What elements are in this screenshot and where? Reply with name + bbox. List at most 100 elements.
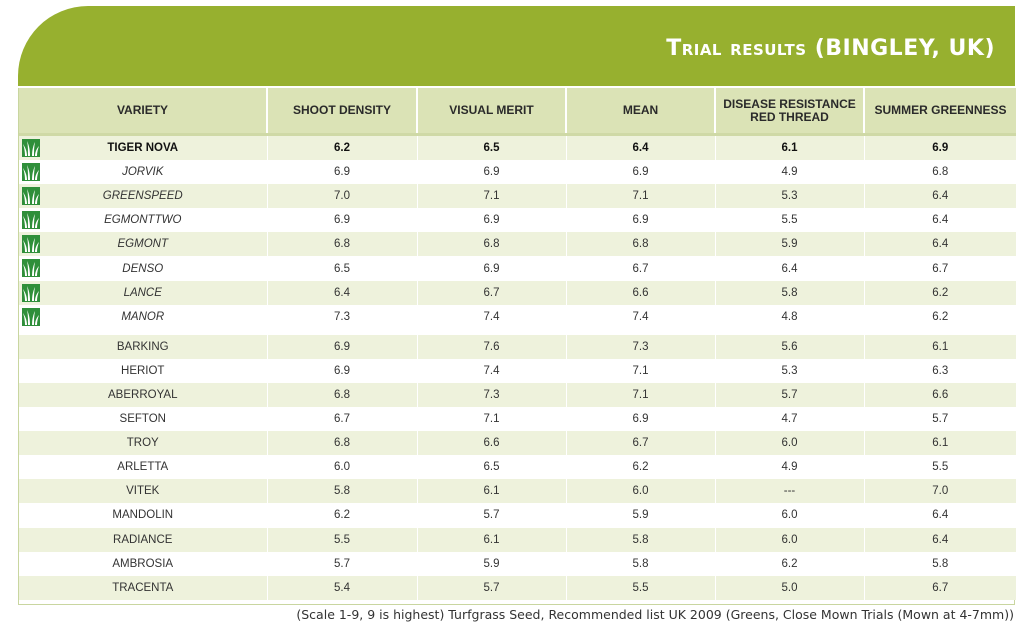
- visual-merit-cell: 6.9: [416, 160, 566, 185]
- table-row: MANDOLIN 6.2 5.7 5.9 6.0 6.4: [19, 503, 1016, 528]
- results-table-container: VARIETY SHOOT DENSITY VISUAL MERIT MEAN …: [18, 88, 1016, 605]
- cell-value: 6.4: [932, 214, 949, 227]
- summer-greenness-cell: 6.7: [863, 256, 1016, 281]
- table-row: TROY 6.8 6.6 6.7 6.0 6.1: [19, 431, 1016, 456]
- cell-value: 6.6: [932, 388, 949, 401]
- table-row: MANOR 7.3 7.4 7.4 4.8 6.2: [19, 304, 1016, 329]
- visual-merit-cell: 5.9: [416, 551, 566, 576]
- cell-value: 6.5: [483, 461, 500, 474]
- cell-value: 6.8: [932, 166, 949, 179]
- cell-value: 6.4: [334, 286, 350, 299]
- table-row: ARLETTA 6.0 6.5 6.2 4.9 5.5: [19, 455, 1016, 480]
- table-row: VITEK 5.8 6.1 6.0 --- 7.0: [19, 479, 1016, 504]
- cell-value: 6.7: [632, 262, 649, 275]
- disease-resistance-cell: 5.0: [714, 575, 864, 600]
- variety-name: SEFTON: [119, 413, 166, 426]
- visual-merit-cell: 7.1: [416, 407, 566, 432]
- disease-resistance-cell: 5.5: [714, 208, 864, 233]
- variety-cell: AMBROSIA: [19, 551, 267, 576]
- cell-value: 6.2: [932, 286, 949, 299]
- mean-cell: 6.9: [565, 160, 715, 185]
- disease-resistance-cell: 6.0: [714, 503, 864, 528]
- mean-cell: 6.7: [565, 431, 715, 456]
- disease-resistance-cell: 4.7: [714, 407, 864, 432]
- table-row: JORVIK 6.9 6.9 6.9 4.9 6.8: [19, 160, 1016, 185]
- cell-value: 5.7: [483, 509, 500, 522]
- visual-merit-cell: 6.6: [416, 431, 566, 456]
- cell-value: 6.8: [632, 238, 649, 251]
- visual-merit-cell: 6.9: [416, 208, 566, 233]
- cell-value: 5.9: [781, 238, 798, 251]
- variety-cell: DENSO: [19, 256, 267, 281]
- summer-greenness-cell: 6.4: [863, 232, 1016, 257]
- cell-value: 7.1: [483, 413, 500, 426]
- cell-value: 6.1: [483, 485, 500, 498]
- cell-value: 7.6: [483, 340, 500, 353]
- cell-value: 6.2: [334, 509, 350, 522]
- cell-value: 6.1: [932, 437, 949, 450]
- shoot-density-cell: 5.8: [266, 479, 417, 504]
- cell-value: 6.4: [932, 238, 949, 251]
- grass-icon: [22, 259, 40, 278]
- visual-merit-cell: 5.7: [416, 503, 566, 528]
- cell-value: 6.0: [781, 533, 798, 546]
- disease-resistance-cell: 5.6: [714, 334, 864, 359]
- cell-value: 6.0: [334, 461, 350, 474]
- visual-merit-cell: 7.1: [416, 184, 566, 209]
- visual-merit-cell: 7.4: [416, 304, 566, 329]
- mean-cell: 6.9: [565, 208, 715, 233]
- visual-merit-cell: 6.5: [416, 455, 566, 480]
- table-row: RADIANCE 5.5 6.1 5.8 6.0 6.4: [19, 527, 1016, 552]
- disease-resistance-cell: ---: [714, 479, 864, 504]
- cell-value: 6.7: [932, 581, 949, 594]
- table-row: BARKING 6.9 7.6 7.3 5.6 6.1: [19, 334, 1016, 359]
- table-header-row: VARIETY SHOOT DENSITY VISUAL MERIT MEAN …: [19, 88, 1016, 133]
- variety-name: BARKING: [116, 340, 169, 353]
- shoot-density-cell: 6.9: [266, 160, 417, 185]
- variety-name: LANCE: [123, 286, 162, 299]
- disease-resistance-cell: 6.4: [714, 256, 864, 281]
- column-header-disease-resistance: DISEASE RESISTANCE RED THREAD: [714, 88, 864, 133]
- cell-value: 6.9: [334, 364, 350, 377]
- cell-value: 5.8: [781, 286, 798, 299]
- variety-name: AMBROSIA: [112, 557, 174, 570]
- cell-value: 6.9: [632, 166, 649, 179]
- cell-value: 6.3: [932, 364, 949, 377]
- disease-resistance-cell: 6.0: [714, 431, 864, 456]
- cell-value: 6.8: [334, 437, 350, 450]
- mean-cell: 5.5: [565, 575, 715, 600]
- cell-value: 5.5: [334, 533, 350, 546]
- mean-cell: 7.1: [565, 184, 715, 209]
- cell-value: 6.9: [932, 142, 949, 155]
- summer-greenness-cell: 6.9: [863, 136, 1016, 161]
- column-header-visual-merit: VISUAL MERIT: [416, 88, 566, 133]
- cell-value: 6.0: [781, 509, 798, 522]
- shoot-density-cell: 6.2: [266, 503, 417, 528]
- variety-cell: HERIOT: [19, 358, 267, 383]
- summer-greenness-cell: 6.3: [863, 358, 1016, 383]
- cell-value: 7.3: [334, 310, 350, 323]
- summer-greenness-cell: 5.7: [863, 407, 1016, 432]
- cell-value: 5.9: [483, 557, 500, 570]
- shoot-density-cell: 5.5: [266, 527, 417, 552]
- grass-icon: [22, 307, 40, 326]
- variety-cell: EGMONT: [19, 232, 267, 257]
- column-header-disease-line2: RED THREAD: [750, 109, 829, 124]
- header-separator: [19, 133, 1016, 136]
- shoot-density-cell: 6.8: [266, 232, 417, 257]
- cell-value: 5.5: [781, 214, 798, 227]
- shoot-density-cell: 6.2: [266, 136, 417, 161]
- cell-value: 7.4: [632, 310, 649, 323]
- cell-value: 5.0: [781, 581, 798, 594]
- cell-value: 6.9: [483, 214, 500, 227]
- table-row: EGMONTTWO 6.9 6.9 6.9 5.5 6.4: [19, 208, 1016, 233]
- variety-cell: TIGER NOVA: [19, 136, 267, 161]
- cell-value: 7.0: [932, 485, 949, 498]
- variety-cell: JORVIK: [19, 160, 267, 185]
- cell-value: 6.4: [632, 142, 649, 155]
- cell-value: 5.5: [932, 461, 949, 474]
- disease-resistance-cell: 5.3: [714, 184, 864, 209]
- summer-greenness-cell: 7.0: [863, 479, 1016, 504]
- cell-value: 5.7: [483, 581, 500, 594]
- mean-cell: 6.7: [565, 256, 715, 281]
